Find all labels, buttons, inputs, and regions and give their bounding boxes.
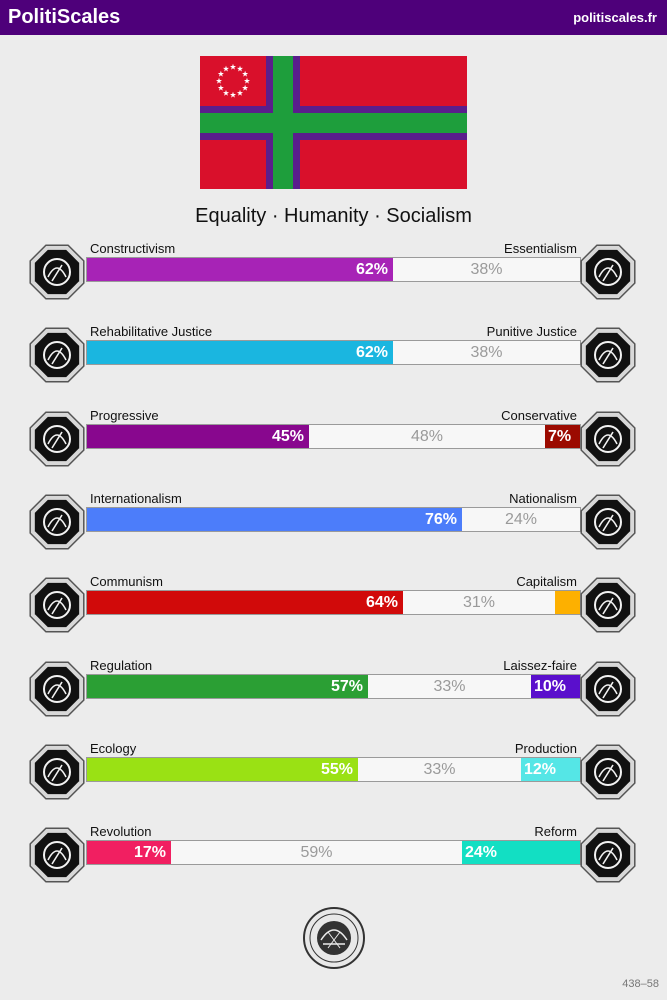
flag-star <box>222 89 230 96</box>
axis-right-segment: 12% <box>521 757 580 781</box>
axis-row: Internationalism Nationalism 76% 24% <box>0 486 667 556</box>
result-code: 438–58 <box>622 978 659 990</box>
axis-left-segment: 62% <box>87 258 393 281</box>
axis-row: Ecology Production 55% 33% 12% <box>0 736 667 806</box>
axis-middle-segment: 24% <box>504 510 538 528</box>
parliament-icon <box>580 827 636 883</box>
axis-bar: 45% 48% 7% <box>86 423 581 449</box>
axis-middle-segment: 31% <box>462 594 496 612</box>
axis-row: Progressive Conservative 45% 48% 7% <box>0 403 667 473</box>
axis-row: Communism Capitalism 64% 31% <box>0 569 667 639</box>
flag-star <box>236 65 244 72</box>
flag-star <box>217 84 224 91</box>
axis-left-segment: 45% <box>87 424 309 448</box>
axis-bar: 62% 38% <box>86 340 581 366</box>
flag-stars <box>215 63 251 98</box>
ruler-gear-icon <box>29 660 85 717</box>
axis-left-segment: 64% <box>87 591 403 615</box>
flag-star <box>229 63 237 70</box>
axis-left-label: Revolution <box>90 824 152 840</box>
axis-bar: 76% 24% <box>86 506 581 532</box>
flag-star <box>242 70 249 77</box>
axis-left-segment: 62% <box>87 341 393 365</box>
axis-row: Revolution Reform 17% 59% 24% <box>0 819 667 889</box>
slogan: Equality · Humanity · Socialism <box>195 205 472 227</box>
flag-star <box>229 91 237 98</box>
axis-left-label: Ecology <box>90 740 137 756</box>
axis-left-label: Rehabilitative Justice <box>90 324 213 340</box>
axis-right-segment <box>555 591 580 615</box>
axis-middle-segment: 33% <box>433 677 466 695</box>
axis-right-label: Laissez-faire <box>503 657 577 673</box>
flower-burst-icon <box>580 244 636 300</box>
axis-right-label: Capitalism <box>516 574 577 590</box>
axis-row: Rehabilitative Justice Punitive Justice 62… <box>0 319 667 389</box>
axis-right-segment: 7% <box>545 424 580 448</box>
axis-left-label: Communism <box>90 574 163 590</box>
axis-left-segment: 76% <box>87 507 462 531</box>
top-bar: PolitiScales politiscales.fr <box>0 0 667 35</box>
axis-right-label: Punitive Justice <box>486 324 577 340</box>
seal-icon <box>303 907 365 969</box>
hammer-sickle-icon <box>29 577 85 633</box>
axis-right-label: Nationalism <box>509 490 577 506</box>
axis-bar: 62% 38% <box>86 257 581 282</box>
axis-middle-segment: 48% <box>410 427 444 445</box>
axis-left-segment: 55% <box>87 757 358 781</box>
axis-row: Constructivism Essentialism 62% 38% <box>0 236 667 306</box>
axis-right-label: Essentialism <box>504 241 577 256</box>
axis-bar: 55% 33% 12% <box>86 756 581 782</box>
flag-star <box>243 77 251 84</box>
axis-left-segment: 17% <box>87 841 171 865</box>
flag-star <box>215 77 223 84</box>
axis-right-label: Conservative <box>501 407 577 423</box>
axis-right-segment: 24% <box>462 841 580 865</box>
axis-left-label: Internationalism <box>90 490 182 506</box>
brand-title[interactable]: PolitiScales <box>8 6 121 28</box>
sprout-icon <box>29 744 85 800</box>
axis-middle-segment: 38% <box>470 261 503 278</box>
axis-middle-segment: 38% <box>470 344 503 362</box>
axis-right-label: Reform <box>534 824 577 840</box>
axis-right-segment: 10% <box>531 674 580 698</box>
flag-image <box>200 56 467 189</box>
globe-laurel-icon <box>29 494 85 550</box>
axis-left-label: Regulation <box>90 657 153 673</box>
axis-bar: 57% 33% 10% <box>86 673 581 699</box>
axis-middle-segment: 33% <box>423 760 456 778</box>
axis-left-label: Progressive <box>90 407 159 423</box>
flag-star <box>217 70 224 77</box>
axis-bar: 64% 31% <box>86 590 581 616</box>
waving-flag-icon <box>580 494 636 550</box>
butterflies-icon <box>580 660 636 717</box>
flag-star <box>236 89 244 96</box>
factory-gear-icon <box>580 744 636 800</box>
torch-hand-icon <box>29 411 85 467</box>
prison-bars-icon <box>580 327 636 383</box>
axis-left-segment: 57% <box>87 674 368 698</box>
axis-bar: 17% 59% 24% <box>86 840 581 866</box>
axis-right-label: Production <box>514 740 577 756</box>
money-bag-icon <box>580 577 636 633</box>
flag-cross-h <box>200 113 467 133</box>
flag-star <box>242 84 249 91</box>
axis-left-label: Constructivism <box>90 241 176 256</box>
flag-star <box>222 65 230 72</box>
site-link[interactable]: politiscales.fr <box>573 10 657 25</box>
quill-scroll-icon <box>580 411 636 467</box>
axis-row: Regulation Laissez-faire 57% 33% 10% <box>0 653 667 723</box>
spiral-mind-icon <box>29 244 85 300</box>
handshake-icon <box>29 327 85 383</box>
raised-fist-icon <box>29 827 85 883</box>
axis-middle-segment: 59% <box>300 844 333 862</box>
